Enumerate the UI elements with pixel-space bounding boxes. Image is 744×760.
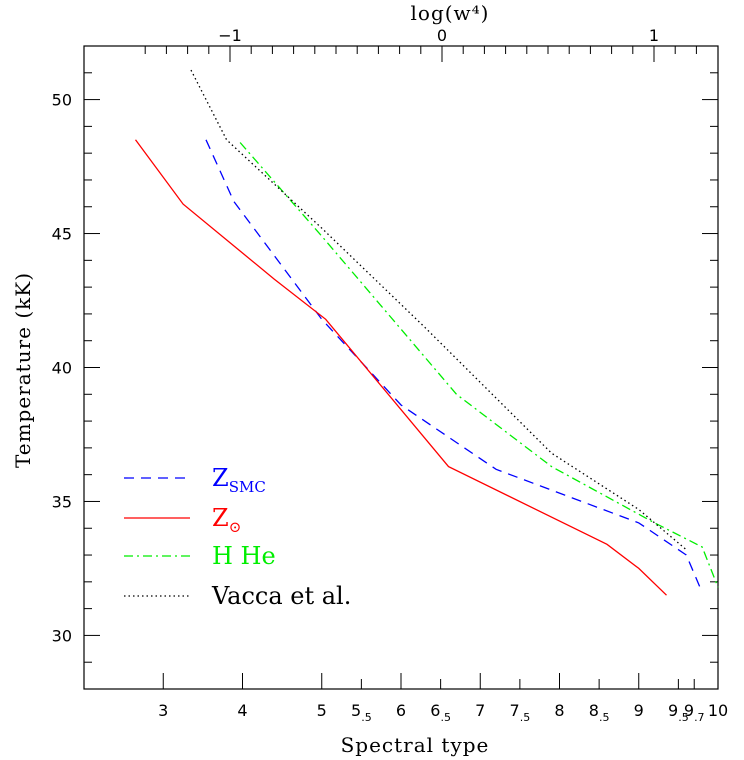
y-tick-label: 35 (52, 492, 72, 511)
series-line-3 (190, 69, 687, 551)
x-tick-label: 7.5 (510, 701, 531, 724)
legend-label-3: Vacca et al. (211, 582, 351, 610)
x-tick-label: 8.5 (589, 701, 610, 724)
top-tick-label: 0 (437, 26, 447, 45)
top-tick-label: −1 (218, 26, 242, 45)
x-tick-label: 3 (158, 701, 168, 720)
x-tick-main: 4 (237, 701, 247, 720)
plot-frame (83, 45, 719, 690)
y-tick-label: 30 (52, 626, 72, 645)
x-tick-sub: .5 (440, 711, 451, 724)
x-tick-label: 9.5 (668, 701, 689, 724)
x-tick-main: 8 (554, 701, 564, 720)
y-axis-title: Temperature (kK) (11, 272, 35, 468)
x-tick-sub: .5 (678, 711, 689, 724)
x-tick-sub: .5 (520, 711, 531, 724)
top-axis-title: log(w⁴) (411, 1, 490, 25)
x-tick-sub: .5 (361, 711, 372, 724)
legend-name: H He (212, 542, 276, 570)
x-tick-main: 6 (396, 701, 406, 720)
x-tick-main: 10 (708, 701, 728, 720)
x-tick-sub: .5 (599, 711, 610, 724)
x-tick-label: 9 (634, 701, 644, 720)
x-tick-main: 8 (589, 701, 599, 720)
x-tick-label: 10 (708, 701, 728, 720)
legend-label-0: ZSMC (212, 464, 266, 496)
x-tick-label: 5.5 (351, 701, 372, 724)
legend-name: Z (212, 504, 229, 532)
axis-ticks (84, 45, 719, 690)
legend-label-2: H He (212, 542, 276, 570)
series-line-2 (239, 142, 719, 588)
x-tick-main: 9 (634, 701, 644, 720)
legend-name: Z (212, 464, 229, 492)
x-tick-main: 9 (668, 701, 678, 720)
x-tick-sub: .7 (694, 711, 705, 724)
legend-subscript: ⊙ (229, 518, 242, 536)
x-tick-label: 4 (237, 701, 247, 720)
y-tick-label: 45 (52, 225, 72, 244)
legend-label-1: Z⊙ (212, 504, 241, 536)
series-line-1 (134, 139, 667, 596)
legend-name: Vacca et al. (211, 582, 351, 610)
x-axis-title: Spectral type (341, 733, 490, 757)
top-tick-label: 1 (649, 26, 659, 45)
x-tick-label: 9.7 (684, 701, 705, 724)
x-tick-main: 3 (158, 701, 168, 720)
x-tick-main: 6 (430, 701, 440, 720)
x-tick-main: 7 (475, 701, 485, 720)
series-layer (134, 69, 719, 596)
x-tick-label: 8 (554, 701, 564, 720)
x-tick-label: 6 (396, 701, 406, 720)
x-tick-main: 7 (510, 701, 520, 720)
x-tick-label: 6.5 (430, 701, 451, 724)
x-tick-main: 9 (684, 701, 694, 720)
series-line-0 (205, 139, 703, 593)
y-tick-label: 50 (52, 91, 72, 110)
legend-subscript: SMC (229, 478, 266, 496)
x-tick-main: 5 (317, 701, 327, 720)
x-tick-main: 5 (351, 701, 361, 720)
y-tick-label: 40 (52, 359, 72, 378)
x-tick-label: 5 (317, 701, 327, 720)
x-tick-label: 7 (475, 701, 485, 720)
